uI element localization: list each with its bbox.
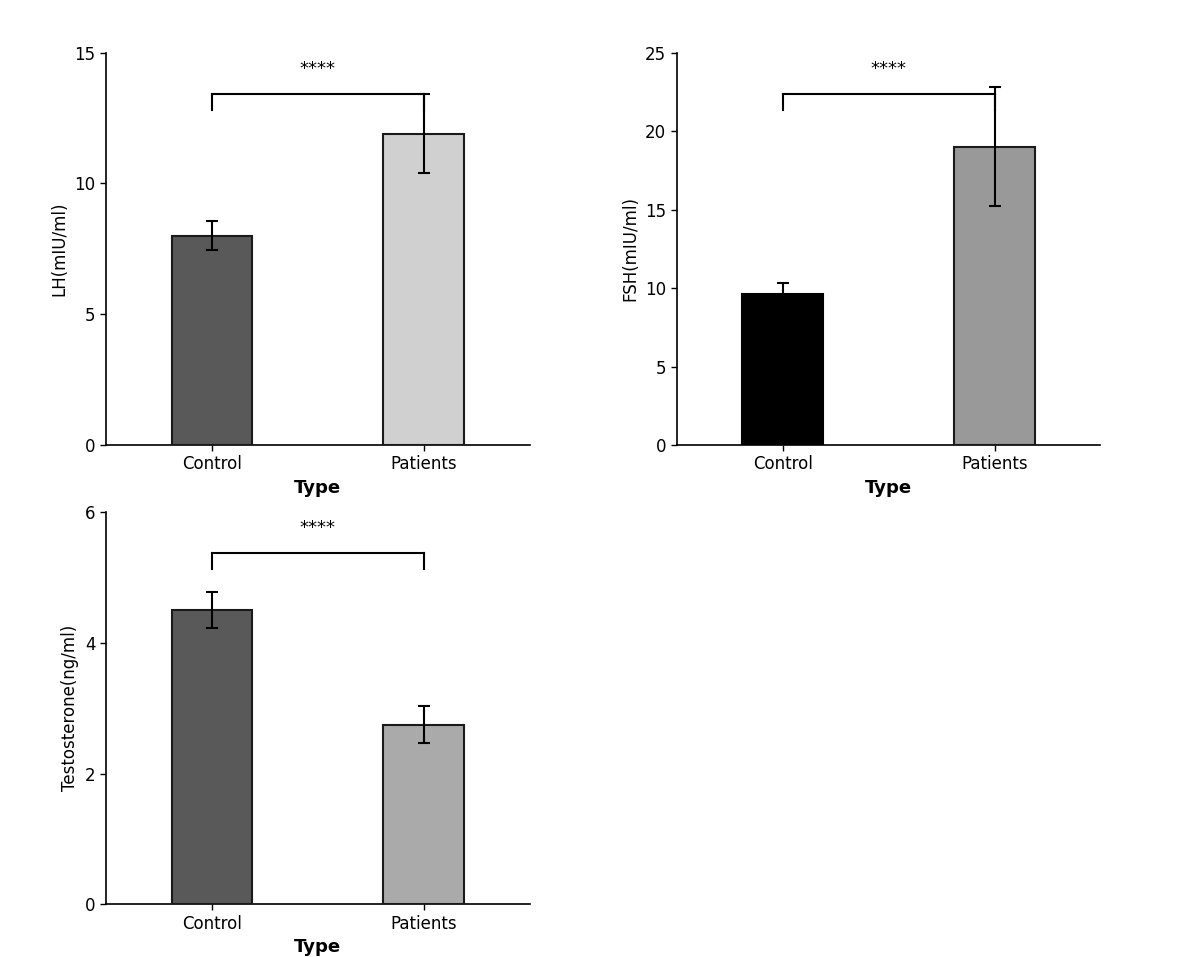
Bar bbox=[384, 134, 464, 445]
X-axis label: Type: Type bbox=[294, 938, 341, 956]
Y-axis label: LH(mIU/ml): LH(mIU/ml) bbox=[51, 202, 68, 296]
X-axis label: Type: Type bbox=[865, 478, 912, 497]
Y-axis label: FSH(mIU/ml): FSH(mIU/ml) bbox=[621, 196, 639, 301]
Bar bbox=[172, 235, 252, 445]
Text: ****: **** bbox=[300, 60, 335, 78]
Bar bbox=[172, 611, 252, 904]
X-axis label: Type: Type bbox=[294, 478, 341, 497]
Text: ****: **** bbox=[871, 60, 906, 78]
Bar bbox=[384, 724, 464, 904]
Text: ****: **** bbox=[300, 520, 335, 538]
Y-axis label: Testosterone(ng/ml): Testosterone(ng/ml) bbox=[61, 625, 79, 791]
Bar bbox=[743, 295, 823, 445]
Bar bbox=[955, 146, 1035, 445]
